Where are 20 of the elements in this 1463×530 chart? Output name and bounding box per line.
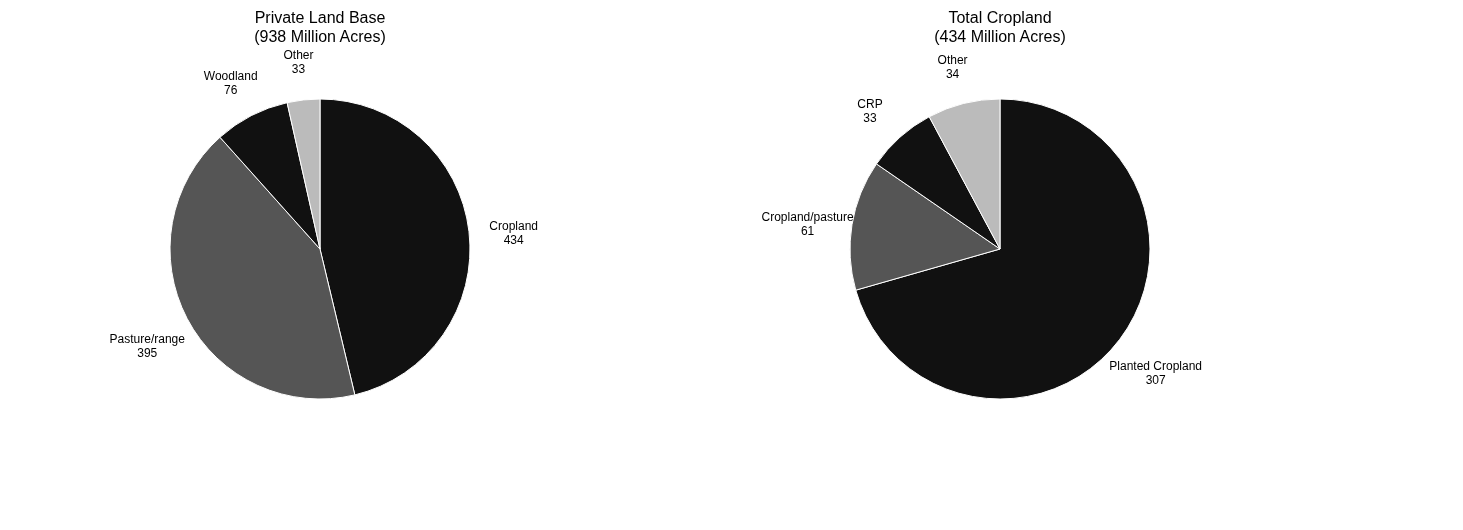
data-label: 76 [224, 82, 238, 97]
slice-label: Other [283, 48, 314, 63]
chart-subtitle: (434 Million Acres) [934, 28, 1066, 45]
data-label: 307 [1145, 373, 1166, 388]
data-label: 34 [945, 66, 960, 81]
data-label: 33 [291, 62, 306, 77]
data-label: 434 [503, 233, 524, 248]
slice-label: CRP [857, 96, 883, 111]
chart-title: Private Land Base [254, 9, 386, 26]
slice-label: Cropland/pasture [761, 210, 854, 225]
slice-label: Other [937, 52, 968, 67]
slice-label: Cropland [489, 219, 539, 234]
slice-label: Pasture/range [109, 332, 186, 347]
chart-title: Total Cropland [948, 9, 1052, 26]
data-label: 61 [800, 224, 815, 239]
slice-label: Woodland [203, 68, 258, 83]
data-label: 395 [137, 346, 158, 361]
chart-subtitle: (938 Million Acres) [254, 28, 386, 45]
data-label: 33 [863, 110, 878, 125]
slice-label: Planted Cropland [1109, 359, 1203, 374]
